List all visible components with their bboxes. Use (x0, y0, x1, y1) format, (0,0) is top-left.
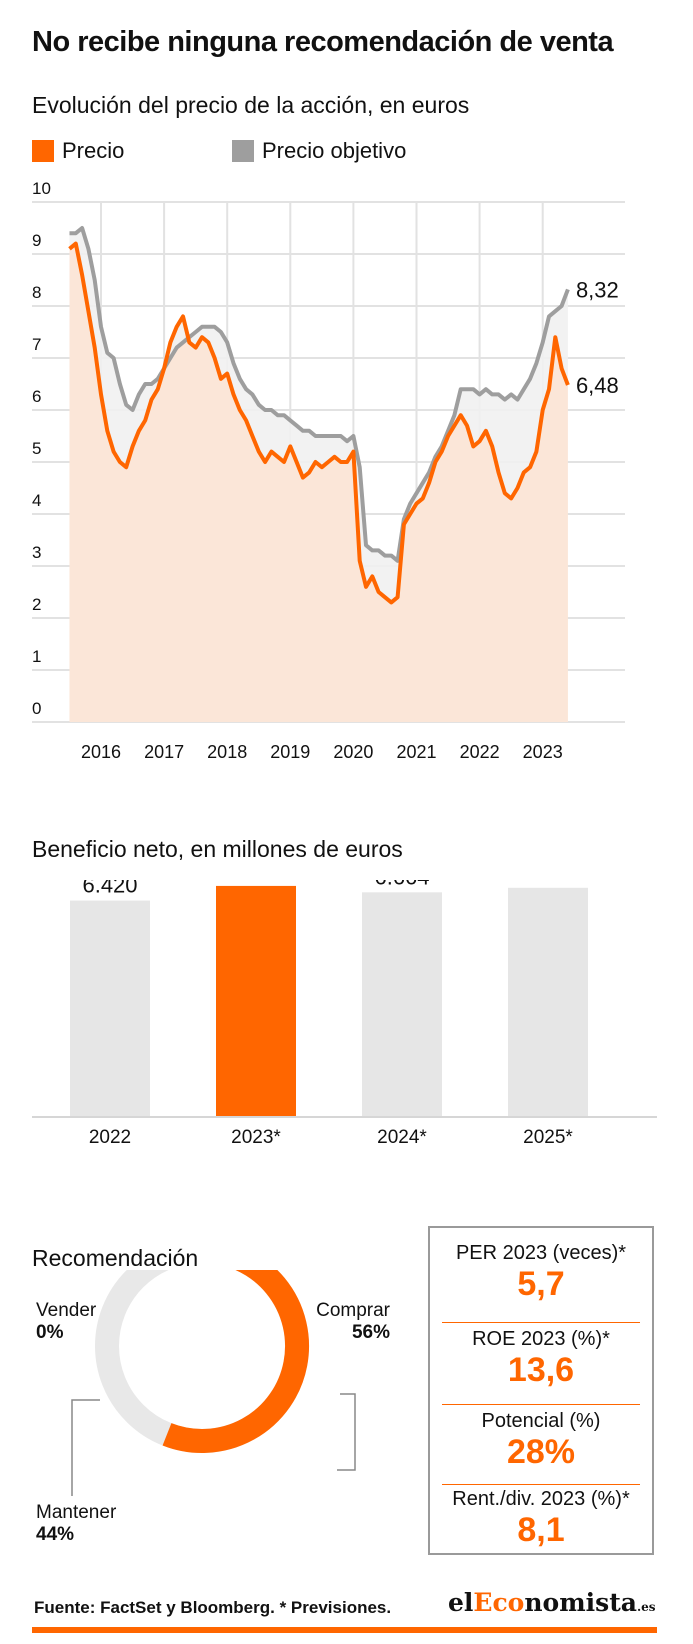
y-tick-label: 6 (32, 387, 41, 406)
source-note: Fuente: FactSet y Bloomberg. * Prevision… (34, 1598, 392, 1617)
y-tick-label: 7 (32, 335, 41, 354)
page-title: No recibe ninguna recomendación de venta (32, 26, 614, 58)
x-tick-label: 2017 (144, 742, 184, 762)
legend-swatch-target (232, 140, 254, 162)
series-line-price (68, 241, 570, 605)
bar-value-label: 6.854 (228, 880, 283, 883)
price-chart-y-ticks: 0 1 2 3 4 5 6 7 8 9 10 (32, 179, 51, 718)
price-chart-x-ticks: 2016 2017 2018 2019 2020 2021 2022 2023 (81, 742, 563, 762)
kpi-roe: ROE 2023 (%)* 13,6 (430, 1328, 652, 1389)
price-chart-title: Evolución del precio de la acción, en eu… (32, 92, 470, 118)
bottom-rule (32, 1627, 657, 1633)
price-line-chart: 0 1 2 3 4 5 6 7 8 9 10 2016 2017 2018 2019 2020 2021 202… (32, 179, 625, 762)
kpi-divider (442, 1322, 640, 1323)
kpi-roe-label: ROE 2023 (%)* (472, 1328, 610, 1350)
donut-label-comprar-name: Comprar (316, 1300, 390, 1321)
donut-label-vender-value: 0% (36, 1322, 64, 1343)
bar-2025 (508, 887, 588, 1117)
x-tick-label: 2023 (523, 742, 563, 762)
series-line-target (69, 226, 570, 563)
bar-2024 (362, 892, 442, 1117)
y-tick-label: 1 (32, 647, 41, 666)
kpi-dividend-label: Rent./div. 2023 (%)* (452, 1488, 630, 1510)
profit-bar-chart: 6.420 2022 6.854 2023* 6.664 2024* 6.798 2025* (32, 880, 657, 1148)
kpi-potencial-label: Potencial (%) (481, 1410, 601, 1432)
bar-2022 (70, 900, 150, 1117)
bar-category-label: 2022 (89, 1127, 131, 1148)
legend-label-price: Precio (62, 138, 125, 163)
legend-item-price: Precio (32, 138, 124, 164)
legend-label-target: Precio objetivo (262, 138, 407, 163)
donut-label-mantener-name: Mantener (36, 1502, 117, 1523)
y-tick-label: 3 (32, 543, 41, 562)
kpi-per-label: PER 2023 (veces)* (455, 1242, 627, 1264)
end-label-price: 6,48 (576, 373, 619, 398)
kpi-divider (442, 1484, 640, 1485)
kpi-divider (442, 1404, 640, 1405)
brand-logo: elEconomista.es (448, 1588, 656, 1617)
donut-label-comprar-value: 56% (351, 1322, 390, 1343)
x-tick-label: 2016 (81, 742, 121, 762)
kpi-panel: PER 2023 (veces)* 5,7 ROE 2023 (%)* 13,6… (428, 1226, 654, 1555)
bar-value-label: 6.798 (520, 880, 575, 885)
x-tick-label: 2020 (333, 742, 373, 762)
leader-line-comprar (337, 1393, 356, 1471)
donut-label-mantener-value: 44% (36, 1524, 75, 1545)
legend-item-target: Precio objetivo (232, 138, 406, 164)
target-gap-band (69, 228, 568, 603)
profit-chart-title: Beneficio neto, en millones de euros (32, 836, 403, 862)
kpi-per-value: 5,7 (517, 1265, 565, 1303)
recommendation-donut-chart (71, 1270, 356, 1496)
x-tick-label: 2021 (396, 742, 436, 762)
bar-category-label: 2024* (377, 1127, 427, 1148)
donut-label-vender-name: Vender (36, 1300, 97, 1321)
y-tick-label: 10 (32, 179, 51, 198)
legend-swatch-price (32, 140, 54, 162)
kpi-roe-value: 13,6 (507, 1351, 575, 1389)
leader-line-mantener (71, 1399, 100, 1496)
donut-label-vender: Vender 0% (36, 1300, 96, 1344)
kpi-dividend-value: 8,1 (517, 1511, 565, 1549)
y-tick-label: 5 (32, 439, 41, 458)
bar-2023 (216, 885, 296, 1117)
y-tick-label: 0 (32, 699, 41, 718)
y-tick-label: 2 (32, 595, 41, 614)
bar-value-label: 6.420 (82, 880, 137, 898)
recommendation-title: Recomendación (32, 1245, 199, 1271)
bar-value-label: 6.664 (374, 880, 429, 889)
donut-slice-comprar (162, 1270, 310, 1453)
bar-category-label: 2023* (231, 1127, 281, 1148)
end-label-target: 8,32 (576, 277, 619, 302)
y-tick-label: 4 (32, 491, 41, 510)
y-tick-label: 9 (32, 231, 41, 250)
kpi-potencial-value: 28% (506, 1433, 576, 1471)
kpi-per: PER 2023 (veces)* 5,7 (430, 1242, 652, 1303)
x-tick-label: 2019 (270, 742, 310, 762)
y-tick-label: 8 (32, 283, 41, 302)
donut-label-mantener: Mantener 44% (36, 1502, 116, 1546)
kpi-dividend: Rent./div. 2023 (%)* 8,1 (430, 1488, 652, 1549)
x-tick-label: 2022 (460, 742, 500, 762)
price-area (69, 243, 568, 722)
kpi-potencial: Potencial (%) 28% (430, 1410, 652, 1471)
x-tick-label: 2018 (207, 742, 247, 762)
bar-category-label: 2025* (523, 1127, 573, 1148)
donut-label-comprar: Comprar 56% (304, 1300, 390, 1344)
